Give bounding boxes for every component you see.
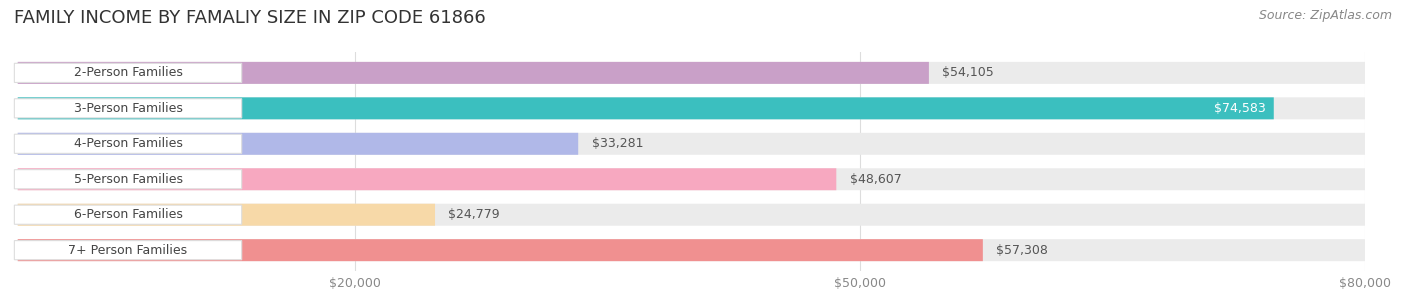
FancyBboxPatch shape [18,204,1365,226]
Text: Source: ZipAtlas.com: Source: ZipAtlas.com [1258,9,1392,22]
Text: $48,607: $48,607 [849,173,901,186]
Text: $24,779: $24,779 [449,208,501,221]
FancyBboxPatch shape [18,97,1274,119]
Text: 5-Person Families: 5-Person Families [73,173,183,186]
FancyBboxPatch shape [14,63,242,82]
FancyBboxPatch shape [18,62,929,84]
Text: 2-Person Families: 2-Person Families [73,66,183,79]
FancyBboxPatch shape [14,134,242,153]
Text: 6-Person Families: 6-Person Families [73,208,183,221]
FancyBboxPatch shape [14,99,242,118]
Text: 3-Person Families: 3-Person Families [73,102,183,115]
FancyBboxPatch shape [18,133,578,155]
Text: $74,583: $74,583 [1213,102,1265,115]
Text: FAMILY INCOME BY FAMALIY SIZE IN ZIP CODE 61866: FAMILY INCOME BY FAMALIY SIZE IN ZIP COD… [14,9,486,27]
FancyBboxPatch shape [14,170,242,189]
FancyBboxPatch shape [18,239,983,261]
FancyBboxPatch shape [18,97,1365,119]
FancyBboxPatch shape [18,204,434,226]
Text: 4-Person Families: 4-Person Families [73,137,183,150]
FancyBboxPatch shape [14,241,242,260]
FancyBboxPatch shape [14,205,242,224]
FancyBboxPatch shape [18,62,1365,84]
Text: $33,281: $33,281 [592,137,643,150]
FancyBboxPatch shape [18,168,837,190]
FancyBboxPatch shape [18,133,1365,155]
FancyBboxPatch shape [18,239,1365,261]
FancyBboxPatch shape [18,168,1365,190]
Text: $57,308: $57,308 [997,244,1049,257]
Text: 7+ Person Families: 7+ Person Families [69,244,187,257]
Text: $54,105: $54,105 [942,66,994,79]
